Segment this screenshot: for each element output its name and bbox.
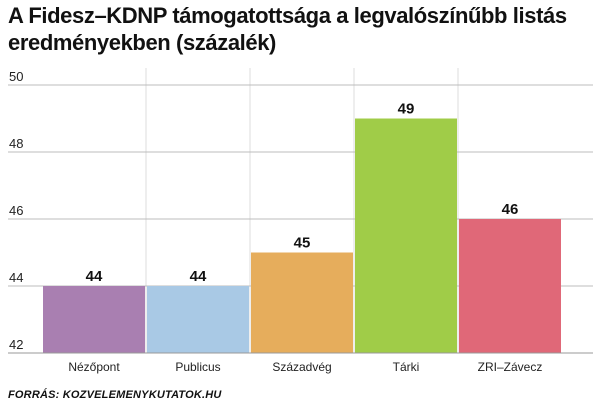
bar-chart: 42 44 46 48 50 44 Nézőpont 44 Publicus 45 Századvé… <box>8 66 593 374</box>
x-tick-label-4: Tárki <box>393 360 420 374</box>
data-label-2: 44 <box>190 268 207 285</box>
chart-title: A Fidesz–KDNP támogatottsága a legvalósz… <box>8 3 567 55</box>
y-tick-label: 46 <box>9 203 23 218</box>
data-label-1: 44 <box>86 268 103 285</box>
y-tick-label: 42 <box>9 337 23 352</box>
x-tick-label-2: Publicus <box>175 360 220 374</box>
source-note: FORRÁS: KOZVELEMENYKUTATOK.HU <box>8 389 222 401</box>
bar-1 <box>43 286 145 353</box>
bar-4 <box>355 118 457 353</box>
data-label-4: 49 <box>398 101 415 118</box>
bar-2 <box>147 286 249 353</box>
y-tick-label: 44 <box>9 270 23 285</box>
chart-area: 42 44 46 48 50 44 Nézőpont 44 Publicus 45 Századvé… <box>0 66 600 390</box>
y-tick-label: 50 <box>9 69 23 84</box>
data-label-5: 46 <box>502 201 519 218</box>
y-tick-label: 48 <box>9 136 23 151</box>
x-tick-label-3: Századvég <box>272 360 331 374</box>
bar-5 <box>459 219 561 353</box>
x-tick-label-1: Nézőpont <box>68 360 120 374</box>
data-label-3: 45 <box>294 235 311 252</box>
x-tick-label-5: ZRI–Závecz <box>478 360 543 374</box>
bar-3 <box>251 252 353 353</box>
